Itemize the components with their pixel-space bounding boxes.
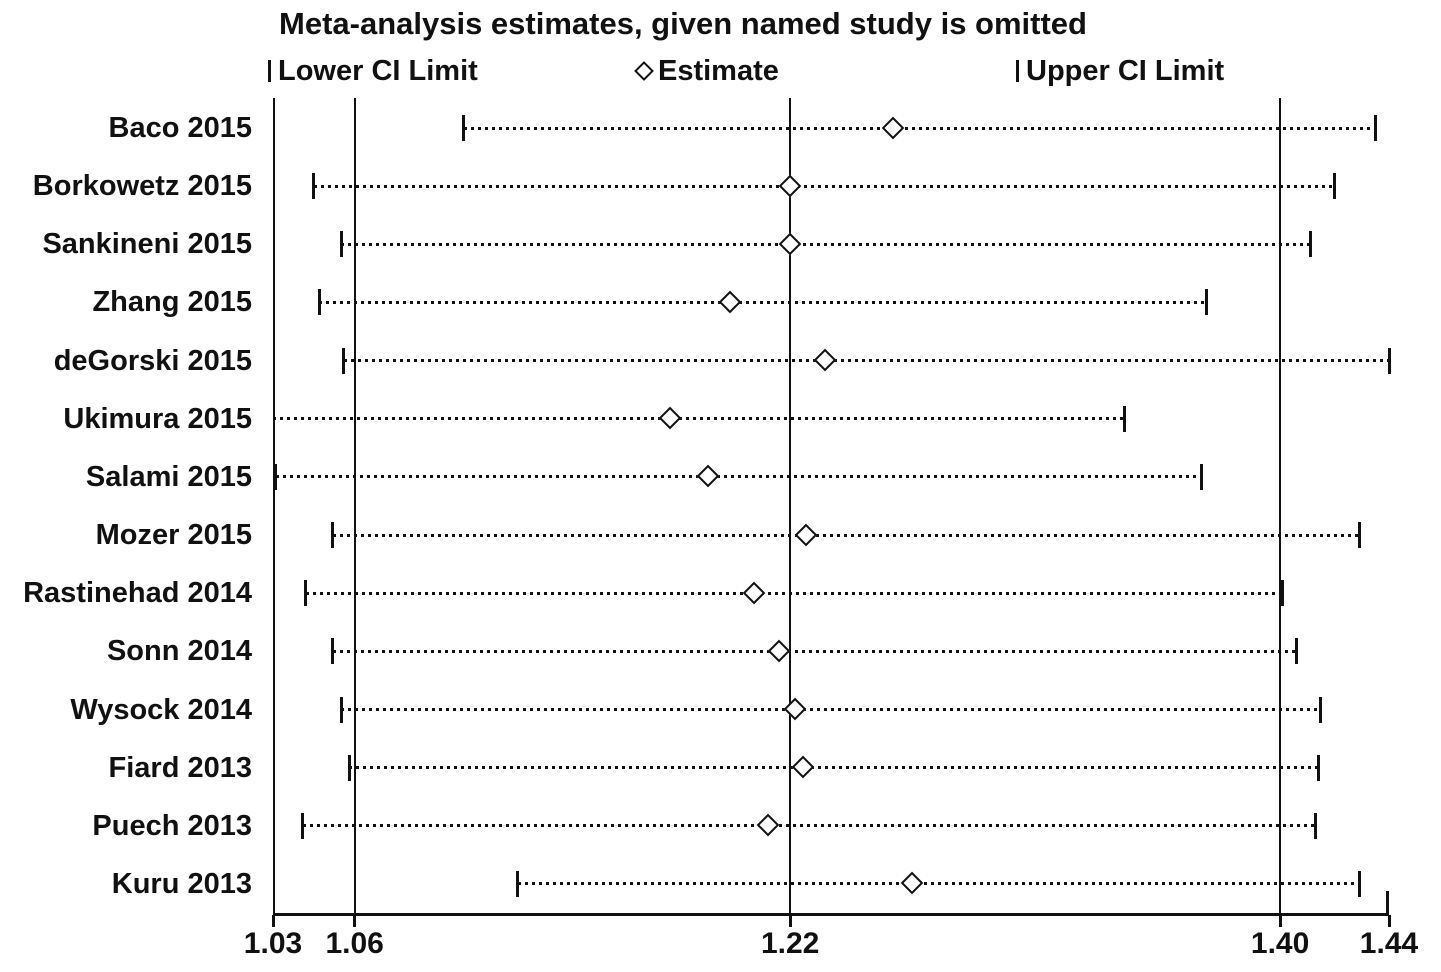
legend-item-estimate: Estimate <box>634 52 779 90</box>
ci-range-line <box>343 359 1389 363</box>
upper-ci-tick <box>1316 754 1320 781</box>
estimate-marker <box>778 232 801 256</box>
x-axis-tick <box>271 915 275 927</box>
upper-ci-tick <box>1357 870 1361 897</box>
estimate-marker <box>791 755 815 779</box>
ci-range-line <box>302 824 1316 828</box>
study-label-column: Baco 2015 Borkowetz 2015 Sankineni 2015 Zha… <box>0 0 256 972</box>
upper-ci-tick <box>1314 812 1317 839</box>
x-axis: 1.03 1.06 1.22 1.40 1.44 <box>0 913 1441 972</box>
study-label: Puech 2013 <box>92 809 252 842</box>
study-label: Borkowetz 2015 <box>32 170 252 203</box>
estimate-diamond-icon <box>634 61 654 81</box>
x-tick-label: 1.06 <box>325 927 384 960</box>
ci-range-line <box>273 417 1125 421</box>
lower-ci-tick <box>342 347 346 374</box>
reference-line-1.03 <box>273 98 275 913</box>
study-label: Fiard 2013 <box>108 751 252 784</box>
upper-ci-tick <box>1205 289 1209 316</box>
ci-range-line <box>463 126 1376 130</box>
lower-ci-tick <box>339 696 343 723</box>
upper-ci-tick <box>1333 173 1337 200</box>
study-label: Salami 2015 <box>85 460 252 493</box>
x-tick-label: 1.22 <box>760 927 820 960</box>
study-label: deGorski 2015 <box>53 344 252 377</box>
study-label: Zhang 2015 <box>92 286 252 319</box>
ci-range-line <box>332 649 1297 653</box>
ci-range-line <box>319 300 1207 304</box>
x-axis-tick <box>788 915 792 927</box>
study-label: Sonn 2014 <box>106 635 252 668</box>
upper-ci-tick <box>1357 522 1361 549</box>
study-label: Wysock 2014 <box>70 693 252 726</box>
reference-line-1.40 <box>1279 98 1282 913</box>
estimate-marker <box>696 465 720 488</box>
x-axis-tick <box>1387 915 1391 927</box>
chart-legend: Lower CI Limit Estimate Upper CI Limit <box>0 52 1441 90</box>
lower-ci-tick <box>347 754 351 781</box>
upper-ci-tick <box>1319 696 1323 723</box>
x-axis-tick <box>1278 915 1282 927</box>
chart-title: Meta-analysis estimates, given named stu… <box>279 6 1087 41</box>
ci-range-line <box>341 242 1311 246</box>
study-label: Kuru 2013 <box>111 867 252 900</box>
lower-ci-tick <box>331 638 335 665</box>
x-axis-tick <box>353 915 357 927</box>
plot-area <box>273 98 1391 916</box>
upper-ci-tick-icon <box>1016 60 1019 82</box>
upper-ci-tick <box>1308 231 1312 258</box>
legend-item-upper-ci: Upper CI Limit <box>1016 52 1224 90</box>
upper-ci-tick <box>1373 115 1377 141</box>
lower-ci-tick <box>274 463 278 490</box>
estimate-marker <box>778 174 801 197</box>
estimate-marker <box>658 406 682 430</box>
estimate-marker <box>794 523 818 546</box>
ci-range-line <box>313 184 1335 188</box>
upper-ci-tick <box>1294 638 1298 665</box>
ci-range-line <box>332 533 1360 537</box>
study-label: Ukimura 2015 <box>63 402 252 435</box>
estimate-marker <box>718 290 742 314</box>
x-tick-label: 1.44 <box>1359 927 1419 960</box>
estimate-marker <box>813 348 837 372</box>
legend-label: Estimate <box>658 54 779 87</box>
lower-ci-tick <box>331 522 335 549</box>
ci-range-line <box>305 591 1283 595</box>
ci-range-line <box>517 882 1360 886</box>
estimate-marker <box>881 116 905 139</box>
legend-item-lower-ci: Lower CI Limit <box>268 52 478 90</box>
upper-ci-tick <box>1199 463 1203 490</box>
estimate-marker <box>756 813 780 837</box>
lower-ci-tick <box>301 812 305 839</box>
lower-ci-tick <box>462 115 466 141</box>
estimate-marker <box>742 581 766 605</box>
ci-range-line <box>349 766 1319 770</box>
lower-ci-tick <box>317 289 321 316</box>
reference-line-1.22 <box>789 98 792 913</box>
reference-line-1.06 <box>353 98 356 913</box>
x-tick-label: 1.03 <box>243 927 303 960</box>
upper-ci-tick <box>1123 405 1127 432</box>
upper-ci-tick <box>1387 347 1391 374</box>
study-label: Sankineni 2015 <box>42 228 252 261</box>
study-label: Mozer 2015 <box>95 519 252 552</box>
lower-ci-tick <box>304 580 308 607</box>
estimate-marker <box>900 872 924 895</box>
estimate-marker <box>767 639 791 663</box>
estimate-marker <box>783 697 807 721</box>
lower-ci-tick <box>339 231 343 258</box>
lower-ci-tick-icon <box>268 60 271 82</box>
legend-label: Lower CI Limit <box>278 54 478 87</box>
legend-label: Upper CI Limit <box>1026 54 1225 87</box>
ci-range-line <box>275 475 1202 479</box>
upper-ci-tick <box>1281 580 1285 607</box>
x-tick-label: 1.40 <box>1250 927 1310 960</box>
lower-ci-tick <box>312 173 316 200</box>
study-label: Rastinehad 2014 <box>23 577 252 610</box>
study-label: Baco 2015 <box>108 112 253 144</box>
ci-range-line <box>341 708 1321 711</box>
axis-endcap-right <box>1386 891 1389 913</box>
lower-ci-tick <box>516 870 520 897</box>
